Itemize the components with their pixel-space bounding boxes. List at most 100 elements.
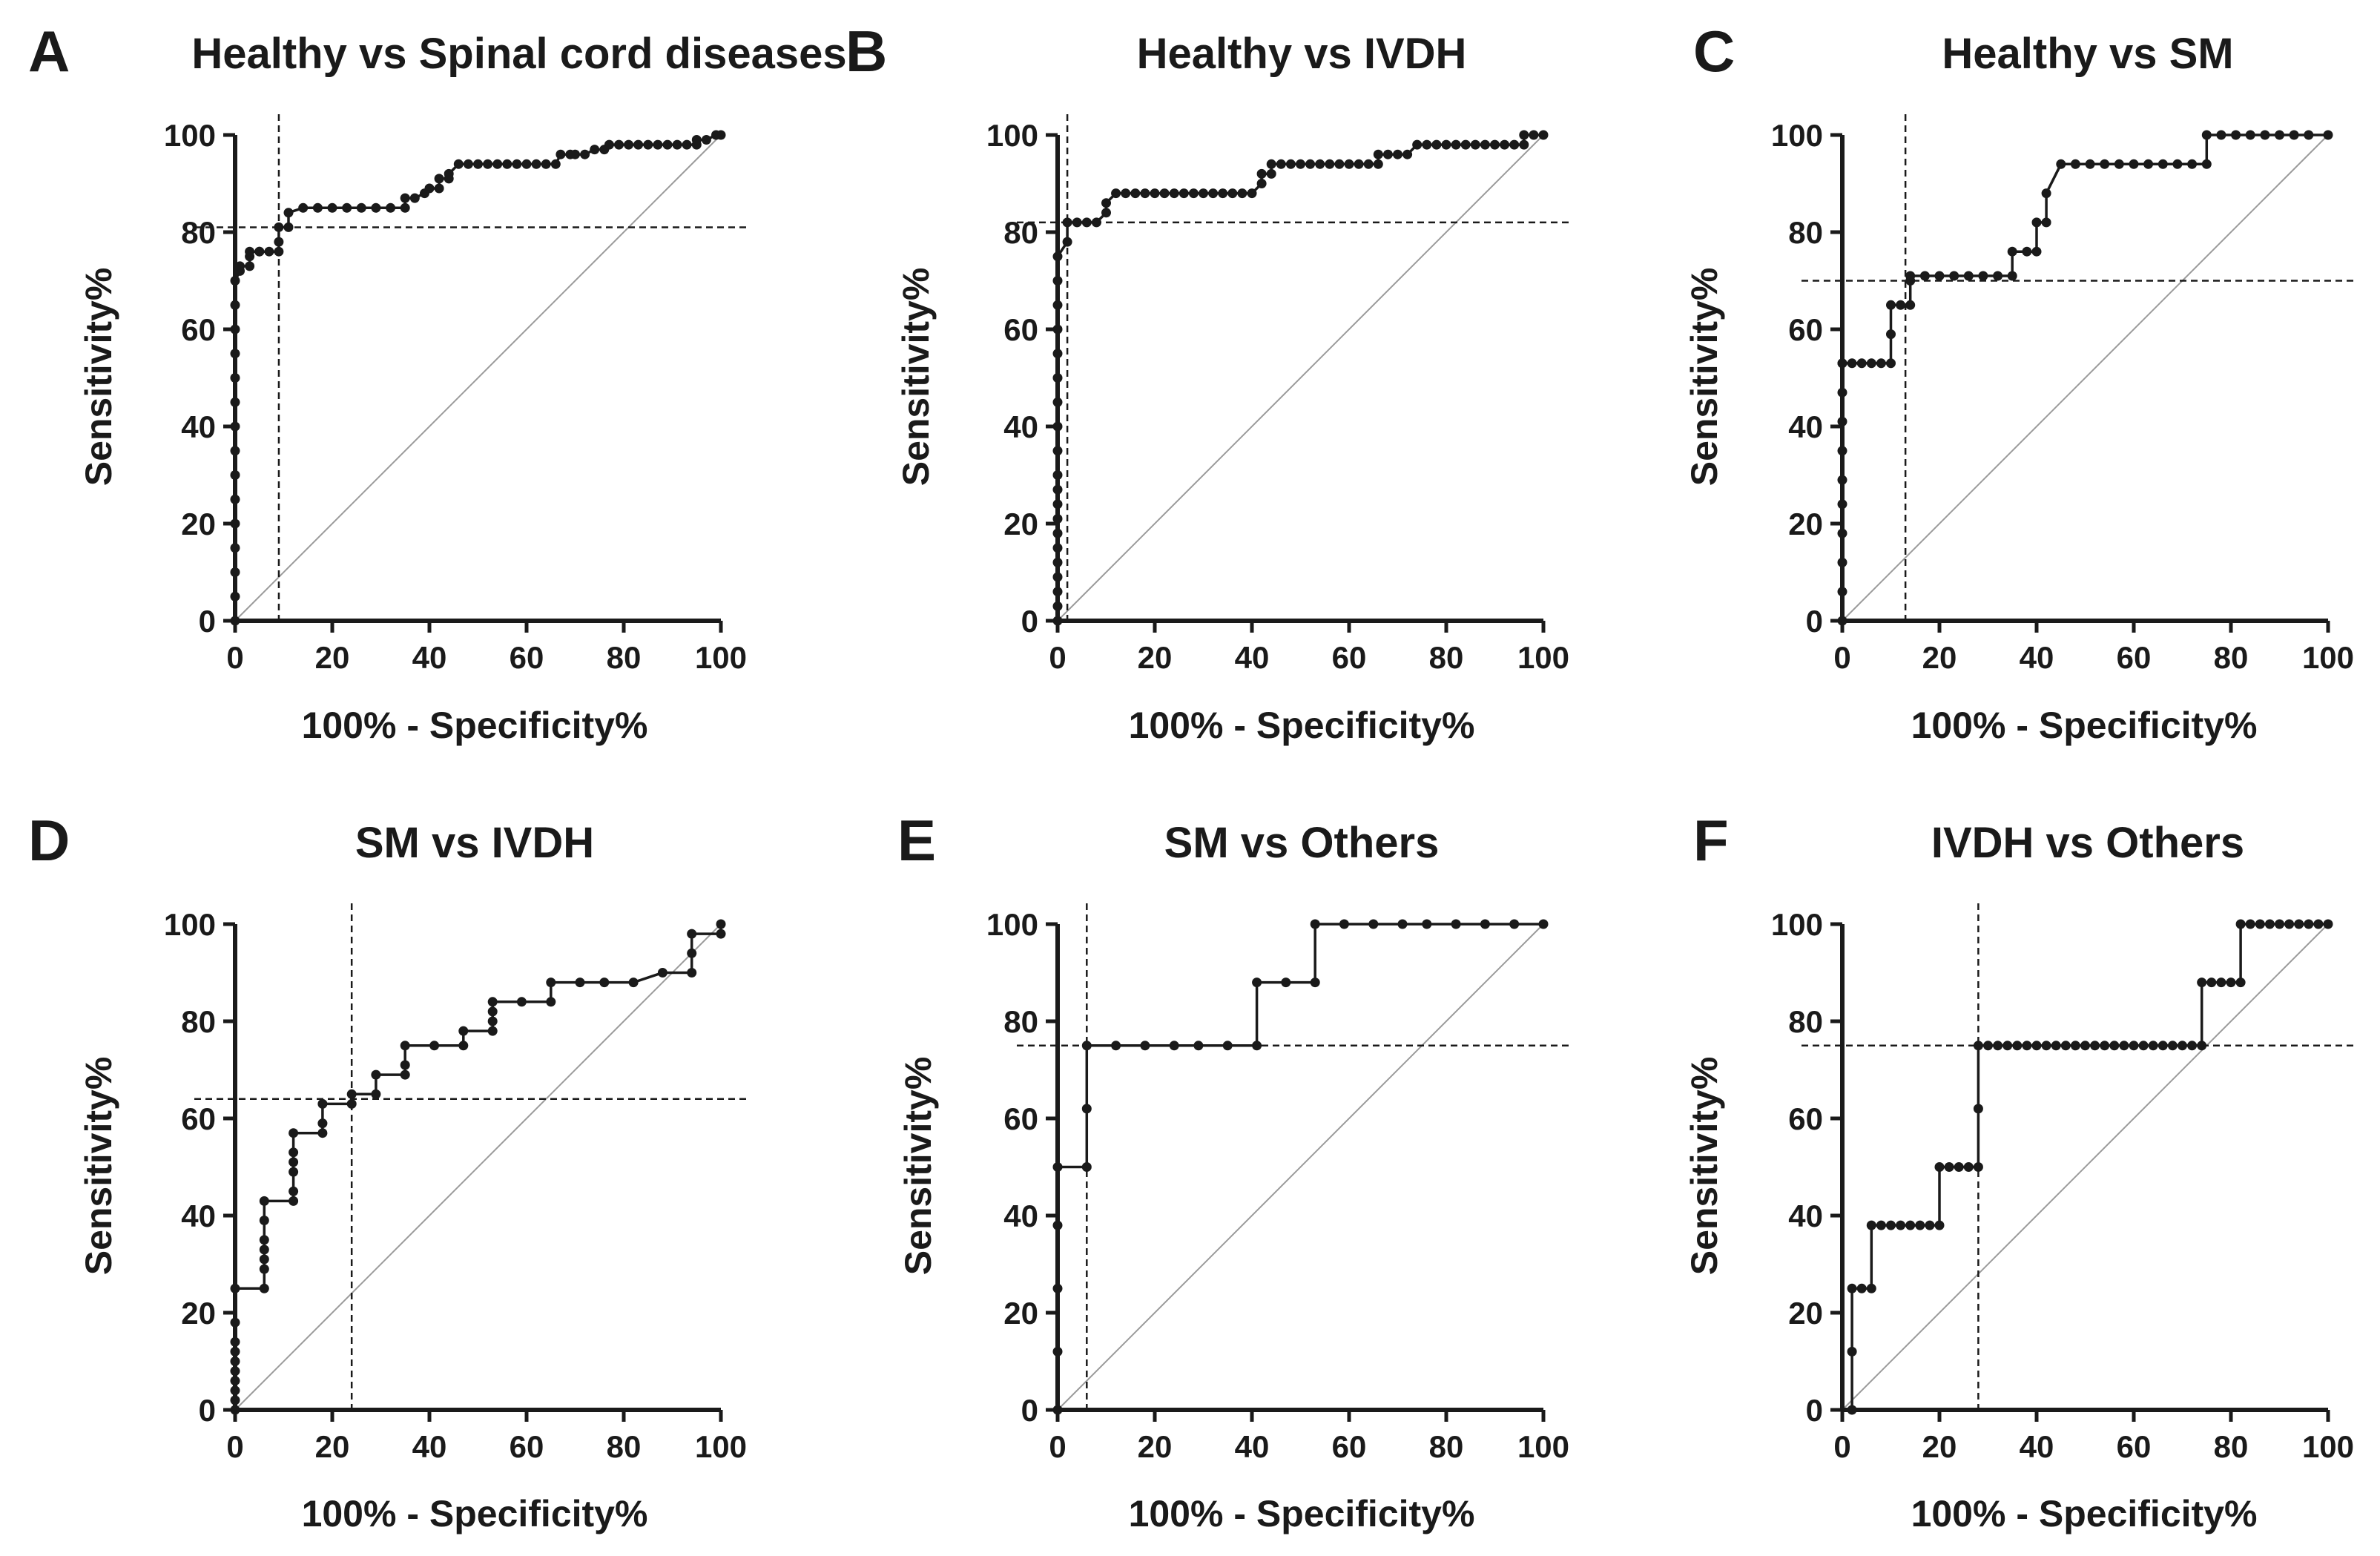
- roc-point: [580, 149, 590, 159]
- roc-point: [1052, 300, 1063, 310]
- x-tick-label: 80: [1429, 1429, 1464, 1464]
- y-tick-label: 20: [1003, 1296, 1038, 1331]
- y-tick-label: 100: [164, 907, 216, 942]
- roc-point: [1934, 1162, 1945, 1172]
- y-tick-label: 100: [1771, 907, 1823, 942]
- roc-point: [259, 1216, 269, 1225]
- x-tick-label: 40: [412, 1429, 447, 1464]
- roc-point: [2041, 1041, 2051, 1051]
- roc-point: [400, 1069, 410, 1080]
- roc-point: [1500, 139, 1510, 150]
- roc-point: [1081, 1041, 1092, 1051]
- roc-point: [2041, 188, 2051, 199]
- roc-point: [230, 1336, 240, 1347]
- y-tick-label: 100: [986, 118, 1038, 153]
- roc-point: [264, 246, 274, 257]
- roc-point: [1949, 271, 1959, 281]
- roc-point: [2007, 246, 2017, 257]
- roc-point: [235, 261, 245, 271]
- roc-point: [1397, 919, 1408, 929]
- roc-point: [1052, 397, 1063, 407]
- chart-title: Healthy vs IVDH: [1137, 30, 1467, 78]
- roc-point: [1451, 919, 1461, 929]
- x-tick-label: 60: [1332, 640, 1367, 675]
- roc-point: [687, 968, 697, 978]
- roc-point: [400, 202, 410, 213]
- roc-point: [274, 222, 284, 232]
- roc-point: [483, 159, 493, 169]
- roc-point: [1052, 499, 1063, 510]
- roc-point: [2304, 130, 2314, 140]
- x-tick-label: 40: [412, 640, 447, 675]
- x-tick-label: 60: [2117, 1429, 2152, 1464]
- roc-point: [1140, 1041, 1150, 1051]
- roc-point: [1915, 1220, 1925, 1230]
- roc-point: [2226, 978, 2236, 988]
- roc-point: [492, 159, 503, 169]
- roc-point: [371, 1069, 381, 1080]
- roc-curve: [1850, 923, 2328, 1410]
- roc-point: [327, 202, 337, 213]
- roc-point: [1363, 159, 1374, 169]
- roc-point: [1169, 1041, 1179, 1051]
- roc-point: [1091, 217, 1101, 228]
- roc-curve: [1841, 133, 2328, 621]
- roc-point: [1325, 159, 1335, 169]
- roc-point: [2187, 159, 2198, 169]
- roc-point: [230, 494, 240, 504]
- roc-point: [2100, 1041, 2110, 1051]
- roc-point: [1062, 237, 1072, 247]
- panel-a: A Healthy vs Spinal cord diseases Sensit…: [28, 19, 847, 746]
- roc-point: [2070, 1041, 2080, 1051]
- roc-point: [1993, 1041, 2003, 1051]
- roc-point: [1252, 978, 1262, 988]
- panel-letter: F: [1693, 808, 1729, 873]
- roc-point: [2197, 1041, 2207, 1051]
- x-tick-label: 20: [315, 640, 350, 675]
- roc-point: [1837, 616, 1847, 626]
- roc-point: [487, 1026, 498, 1036]
- roc-point: [342, 202, 352, 213]
- roc-point: [682, 139, 692, 150]
- roc-point: [2158, 159, 2168, 169]
- chart-title: Healthy vs SM: [1942, 30, 2233, 78]
- roc-point: [624, 139, 634, 150]
- roc-point: [1247, 188, 1257, 199]
- roc-point: [2012, 1041, 2023, 1051]
- x-tick-label: 100: [2302, 1429, 2354, 1464]
- roc-point: [1310, 978, 1320, 988]
- roc-point: [259, 1235, 269, 1245]
- roc-point: [1837, 499, 1847, 510]
- x-tick-label: 20: [1922, 640, 1957, 675]
- roc-point: [1944, 1162, 1954, 1172]
- roc-point: [1856, 1283, 1867, 1293]
- y-tick-label: 60: [1788, 1101, 1823, 1136]
- roc-point: [2080, 1041, 2090, 1051]
- roc-point: [550, 159, 561, 169]
- roc-point: [1121, 188, 1131, 199]
- roc-point: [1480, 919, 1490, 929]
- roc-point: [556, 149, 566, 159]
- roc-point: [2245, 130, 2255, 140]
- roc-point: [317, 1128, 328, 1138]
- panel-d: D SM vs IVDH Sensitivity% 100% - Specifi…: [28, 808, 751, 1534]
- roc-point: [1052, 528, 1063, 538]
- roc-point: [1305, 159, 1316, 169]
- roc-point: [1509, 139, 1520, 150]
- roc-point: [2275, 919, 2284, 929]
- roc-point: [487, 1016, 498, 1026]
- roc-point: [2201, 159, 2212, 169]
- panel-letter: C: [1693, 19, 1735, 84]
- y-axis-label: Sensitivity%: [1684, 1057, 1725, 1276]
- panel-b: B Healthy vs IVDH Sensitivity% 100% - Sp…: [845, 19, 1573, 746]
- roc-point: [283, 208, 294, 218]
- roc-point: [1538, 919, 1549, 929]
- roc-point: [1266, 168, 1276, 179]
- roc-point: [512, 159, 522, 169]
- roc-point: [1919, 271, 1930, 281]
- x-tick-label: 20: [1138, 640, 1173, 675]
- reference-diagonal: [234, 134, 722, 622]
- roc-point: [1222, 1041, 1233, 1051]
- roc-point: [1925, 1220, 1935, 1230]
- roc-point: [356, 202, 366, 213]
